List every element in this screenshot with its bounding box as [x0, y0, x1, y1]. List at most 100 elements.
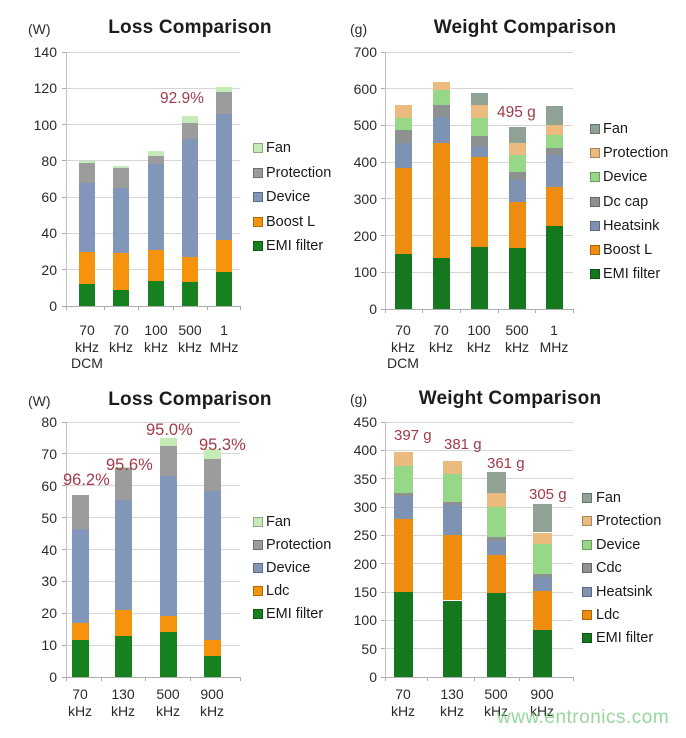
- bar-segment: [79, 182, 95, 252]
- y-axis-tick: [381, 478, 385, 480]
- bar-segment: [113, 168, 129, 189]
- bar-segment: [432, 116, 450, 144]
- y-tick-label: 120: [33, 80, 57, 97]
- y-tick-label: 250: [353, 527, 377, 544]
- legend-label: Device: [266, 189, 311, 205]
- legend-label: Ldc: [266, 583, 290, 599]
- y-axis-tick: [381, 506, 385, 508]
- bar-segment: [545, 186, 563, 227]
- bar-segment: [532, 629, 552, 677]
- gridline: [385, 88, 573, 90]
- bar-segment: [393, 519, 413, 592]
- x-axis-tick: [239, 306, 241, 310]
- x-axis-tick: [101, 677, 102, 681]
- bar-segment: [216, 87, 232, 92]
- gridline: [66, 612, 240, 614]
- legend-label: Dc cap: [603, 193, 649, 210]
- x-tick-label: 70 kHz: [415, 322, 467, 355]
- bar-segment: [393, 465, 413, 493]
- bar-segment: [532, 543, 552, 574]
- x-axis-tick: [189, 677, 191, 681]
- legend-label: EMI filter: [603, 266, 661, 283]
- x-tick-line: kHz: [177, 338, 203, 355]
- y-axis-tick: [381, 421, 385, 423]
- y-tick-label: 10: [41, 637, 57, 654]
- annotation: 95.0%: [146, 421, 193, 439]
- bar-segment: [470, 104, 488, 119]
- x-axis-tick: [145, 677, 146, 681]
- bar-segment: [216, 271, 232, 306]
- x-axis-tick: [65, 677, 67, 681]
- y-axis-line: [385, 422, 386, 677]
- y-axis-tick: [62, 676, 66, 678]
- bar-segment: [470, 146, 488, 157]
- gridline: [66, 517, 240, 519]
- bar-segment: [203, 449, 221, 459]
- legend-swatch: [590, 148, 600, 159]
- bar-segment: [486, 593, 506, 677]
- bar-segment: [148, 150, 164, 157]
- x-tick-line: MHz: [209, 338, 239, 355]
- annotation: 397 g: [394, 427, 432, 444]
- bar-segment: [442, 600, 462, 677]
- x-tick-line: 900: [530, 686, 554, 702]
- legend-swatch: [253, 609, 263, 619]
- legend-label: Boost L: [266, 213, 316, 230]
- legend-swatch: [582, 563, 592, 574]
- x-tick-label: 500 kHz: [491, 322, 543, 355]
- legend-swatch: [582, 610, 592, 620]
- x-tick-line: 100: [467, 322, 491, 338]
- legend-swatch: [582, 539, 592, 550]
- x-tick-line: 70: [113, 322, 129, 338]
- gridline: [385, 591, 573, 593]
- gridline: [66, 549, 240, 550]
- x-tick-line: kHz: [439, 703, 465, 719]
- x-tick-line: kHz: [466, 338, 492, 355]
- chart-title: Weight Comparison: [433, 17, 617, 38]
- y-tick-label: 40: [41, 541, 57, 558]
- x-tick-line: 500: [178, 322, 202, 338]
- legend-swatch: [590, 269, 600, 280]
- bar-segment: [545, 125, 563, 135]
- x-tick-line: 500: [505, 322, 529, 338]
- gridline: [385, 51, 573, 53]
- legend-swatch: [590, 196, 600, 207]
- y-tick-label: 80: [41, 414, 57, 430]
- bar-segment: [148, 164, 164, 250]
- bar-segment: [442, 504, 462, 535]
- y-tick-label: 0: [369, 301, 377, 317]
- bar-segment: [71, 622, 89, 641]
- y-axis-tick: [381, 51, 385, 53]
- bar-segment: [79, 284, 95, 306]
- y-tick-label: 0: [369, 669, 377, 685]
- y-axis-tick: [62, 485, 66, 487]
- bar-segment: [182, 282, 198, 306]
- chart-title: Loss Comparison: [108, 389, 272, 410]
- x-axis-tick: [384, 309, 386, 313]
- gridline: [385, 506, 573, 508]
- axis-unit-label: (g): [350, 21, 368, 37]
- bar-segment: [432, 89, 450, 105]
- x-tick-line: 1: [220, 322, 228, 338]
- bar-segment: [182, 115, 198, 123]
- bar-segment: [432, 82, 450, 90]
- y-tick-label: 50: [41, 509, 57, 526]
- bar-segment: [216, 239, 232, 272]
- legend-swatch: [590, 172, 600, 183]
- x-tick-label: 500 kHz: [142, 686, 194, 720]
- y-axis-tick: [62, 87, 66, 89]
- bar-segment: [486, 541, 506, 556]
- y-tick-label: 450: [353, 414, 377, 430]
- x-tick-line: kHz: [143, 338, 169, 355]
- x-tick-label: 100 kHz: [130, 322, 182, 355]
- legend-label: EMI filter: [596, 630, 654, 647]
- y-axis-tick: [62, 421, 66, 423]
- bar-segment: [182, 139, 198, 257]
- y-tick-label: 70: [41, 445, 57, 462]
- legend-label: EMI filter: [266, 238, 324, 254]
- y-tick-label: 0: [49, 669, 57, 685]
- bar-segment: [394, 253, 412, 309]
- bar-segment: [79, 251, 95, 285]
